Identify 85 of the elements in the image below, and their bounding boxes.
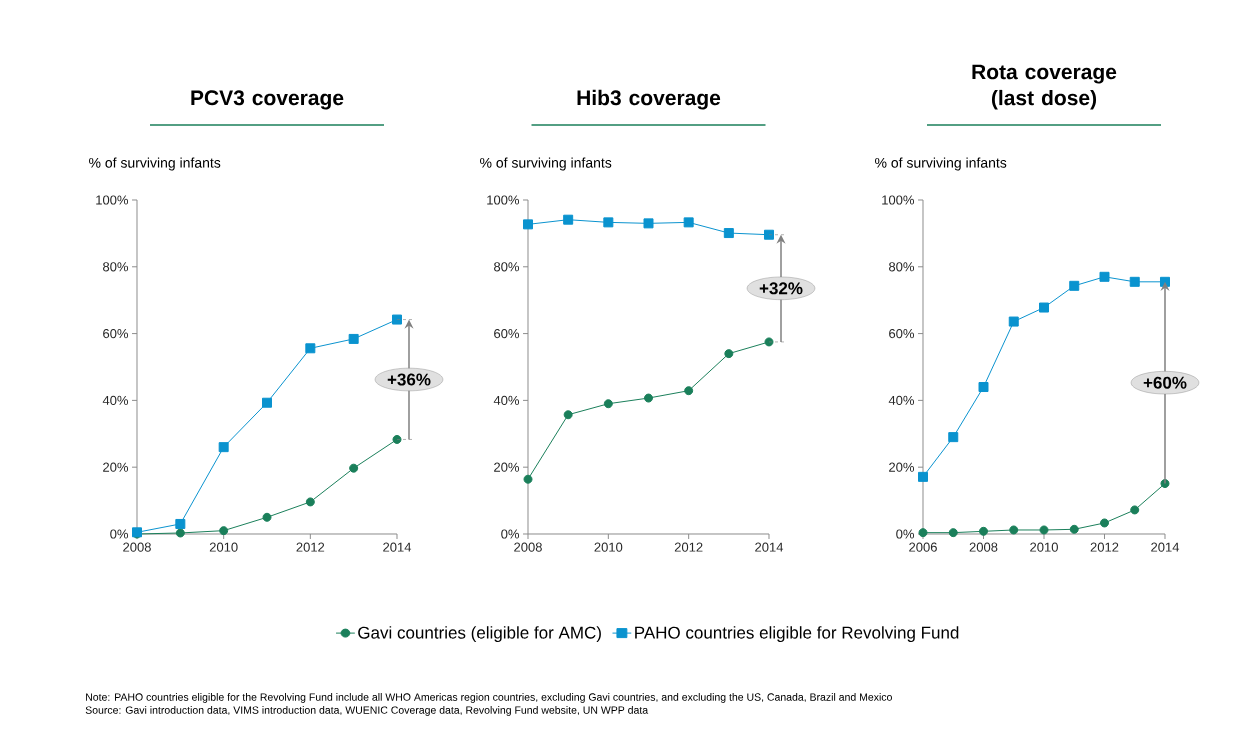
point [305,343,316,354]
point [1100,518,1109,528]
point [948,432,959,443]
point [723,228,734,239]
point [563,214,574,225]
annotation: +60% [1143,376,1187,389]
x-tick-label: 2014 [1151,542,1180,552]
y-axis-title: % of surviving infants [480,157,612,171]
x-tick-label: 2010 [1030,542,1058,552]
y-tick-label: 60% [494,328,520,339]
point [305,497,315,507]
chart-title: Hib3 coverage [577,89,721,110]
point [918,471,929,482]
y-tick-label: 80% [494,262,520,272]
point [523,219,534,230]
y-tick-label: 0% [896,529,915,539]
text: Note: PAHO countries eligible for the Revolving Fund include all WHO Americas region countries, excluding Gavi countries, and excluding the US, Canada, Brazil and Mexico [86,693,892,703]
y-tick-label: 80% [889,262,915,272]
annotation: +32% [759,282,803,295]
y-tick-label: 20% [889,462,915,472]
point [1008,316,1019,327]
point [218,442,229,453]
x-tick-label: 2010 [594,542,623,552]
x-tick-label: 2008 [123,542,151,552]
y-tick-label: 60% [889,328,915,339]
y-axis-title: % of surviving infants [89,157,221,171]
point [349,463,359,473]
point [348,333,359,344]
source-note: Source: Gavi introduction data, VIMS introduction data, WUENIC Coverage data, Revolving Fund website, UN WPP data [85,706,649,716]
y-tick-label: 100% [882,195,915,205]
chart-title: PCV3 coverage [191,90,344,110]
y-axis-title: % of surviving infants [875,157,1007,171]
point [262,512,272,522]
point [918,528,928,538]
legend-label: PAHO countries eligible for Revolving Fund [635,626,959,643]
point [764,229,774,240]
legend-label: Gavi countries (eligible for AMC) [358,626,601,643]
point [724,349,734,359]
x-tick-label: 2014 [383,542,412,552]
y-tick-label: 0% [110,529,129,539]
x-tick-label: 2012 [296,542,325,552]
point [563,410,573,420]
x-tick-label: 2014 [755,542,784,552]
annotation: +36% [387,373,431,386]
point [392,434,402,444]
point [603,399,613,409]
y-tick-label: 20% [494,462,520,472]
x-tick-label: 2012 [1090,542,1119,552]
point [1069,524,1079,534]
point [1039,525,1049,535]
point [643,218,654,229]
point [1039,302,1049,313]
point [262,397,272,408]
point [1130,505,1140,515]
point [392,314,402,325]
point [1129,276,1140,287]
point [948,528,958,538]
point [523,474,533,484]
point [684,386,694,396]
point [175,528,185,538]
point [644,393,653,403]
y-tick-label: 20% [103,462,129,472]
point [1009,525,1019,535]
y-tick-label: 0% [501,529,520,539]
x-tick-label: 2006 [909,542,937,552]
y-tick-label: 60% [103,328,129,339]
x-tick-label: 2010 [209,542,238,552]
point [978,382,989,393]
y-tick-label: 40% [102,395,129,405]
y-tick-label: 80% [103,262,129,272]
y-tick-label: 40% [888,395,915,405]
point [175,518,186,529]
x-tick-label: 2008 [514,542,542,552]
point [1069,280,1080,291]
point [219,526,229,536]
point [979,526,988,536]
point [1099,271,1110,282]
point [603,217,614,228]
x-tick-label: 2008 [969,542,998,552]
chart-title: Rota coverage (last dose) [972,64,1117,110]
y-tick-label: 40% [493,395,520,405]
y-tick-label: 100% [487,195,520,205]
point [683,217,694,228]
y-tick-label: 100% [96,195,129,205]
x-tick-label: 2012 [674,542,703,552]
